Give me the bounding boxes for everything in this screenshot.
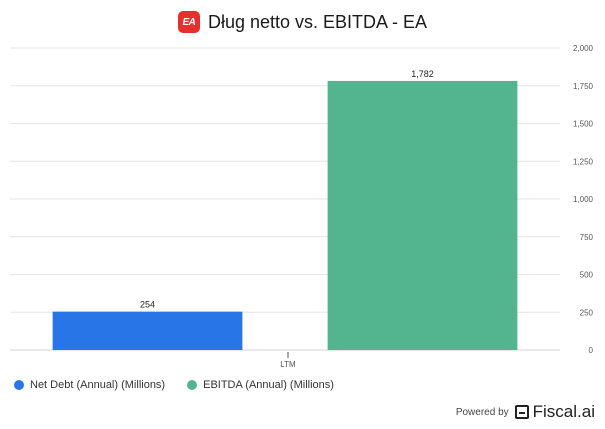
legend-label-net-debt: Net Debt (Annual) (Millions) <box>30 379 166 391</box>
bar-net-debt <box>52 311 243 350</box>
powered-by-label: Powered by <box>455 406 509 418</box>
data-label-ebitda: 1,782 <box>411 69 434 79</box>
bar-ebitda <box>327 80 518 350</box>
y-tick-label: 0 <box>589 346 594 355</box>
legend-item-net-debt[interactable]: Net Debt (Annual) (Millions) <box>14 379 165 391</box>
legend-dot-net-debt <box>14 380 24 390</box>
y-tick-label: 500 <box>580 271 594 280</box>
chart-title: Dług netto vs. EBITDA - EA <box>207 11 428 32</box>
powered-by[interactable]: Powered by Fiscal.ai <box>456 402 595 422</box>
fiscal-brand: Fiscal.ai <box>532 402 595 421</box>
y-tick-label: 2,000 <box>573 44 594 53</box>
y-tick-label: 1,500 <box>573 120 594 129</box>
legend-item-ebitda[interactable]: EBITDA (Annual) (Millions) <box>187 379 334 391</box>
chart-header: EA Dług netto vs. EBITDA - EA <box>0 6 605 38</box>
y-tick-label: 1,250 <box>573 157 594 166</box>
ea-logo-icon: EA <box>177 11 200 33</box>
data-label-net-debt: 254 <box>140 300 155 310</box>
y-tick-label: 250 <box>580 308 594 317</box>
legend-dot-ebitda <box>187 380 198 390</box>
y-tick-label: 1,000 <box>573 195 594 204</box>
legend-label-ebitda: EBITDA (Annual) (Millions) <box>203 379 334 391</box>
fiscal-logo-icon <box>514 405 529 419</box>
chart-legend: Net Debt (Annual) (Millions) EBITDA (Ann… <box>14 379 356 391</box>
y-tick-label: 750 <box>580 233 594 242</box>
x-tick-label: LTM <box>280 360 296 369</box>
y-tick-label: 1,750 <box>573 82 594 91</box>
